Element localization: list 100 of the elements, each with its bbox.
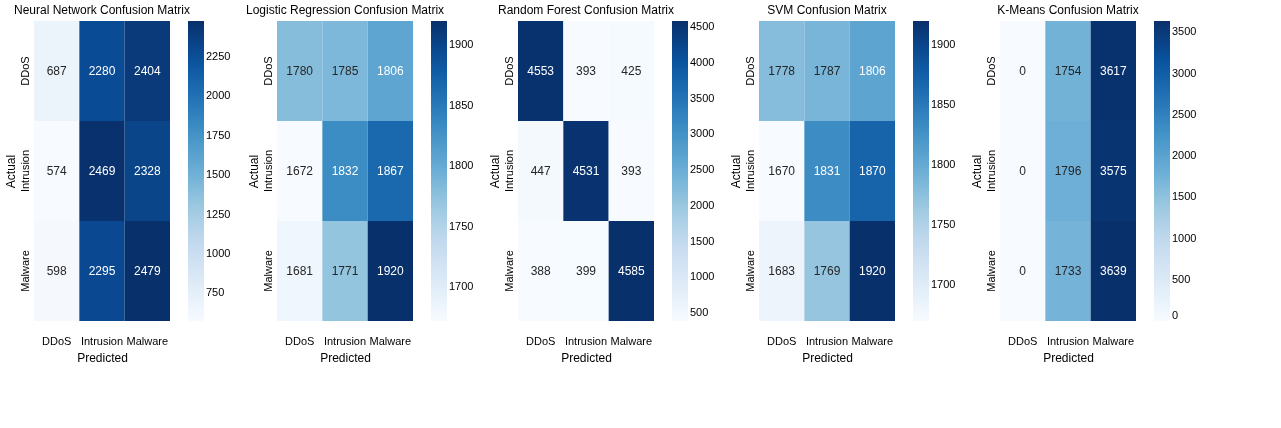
- x-tick-label: DDoS: [284, 334, 315, 347]
- color-bar-label: 1850: [449, 98, 474, 111]
- color-bar-label: 1700: [449, 280, 474, 293]
- chart-title: Random Forest Confusion Matrix: [497, 3, 675, 17]
- color-bar-label: 1900: [449, 38, 474, 51]
- data-label: 425: [621, 64, 642, 78]
- data-label: 2469: [88, 164, 116, 178]
- color-bar-label: 1500: [206, 168, 231, 181]
- y-tick-label: Intrusion: [743, 149, 756, 193]
- color-bar-label: 4500: [690, 20, 715, 33]
- color-bar-label: 1900: [931, 38, 956, 50]
- data-label: 1683: [768, 264, 796, 278]
- color-bar-label: 3500: [1172, 25, 1197, 38]
- data-label: 1831: [813, 164, 841, 178]
- data-label: 1796: [1054, 164, 1082, 178]
- x-axis-title: Predicted: [1043, 350, 1094, 365]
- color-bar-label: 1000: [1172, 231, 1197, 244]
- data-label: 1806: [376, 64, 404, 78]
- data-label: 4553: [527, 64, 555, 78]
- data-label: 0: [1019, 264, 1027, 278]
- chart-title: Neural Network Confusion Matrix: [13, 3, 191, 17]
- y-tick-label: DDoS: [743, 56, 756, 86]
- data-label: 1867: [376, 164, 404, 178]
- x-tick-label: DDoS: [1007, 334, 1038, 347]
- x-tick-label: Malware: [610, 334, 653, 347]
- color-bar-label: 1750: [931, 218, 956, 230]
- data-label: 388: [530, 264, 551, 278]
- data-label: 0: [1019, 64, 1027, 78]
- data-label: 447: [530, 164, 551, 178]
- chart-title: K-Means Confusion Matrix: [997, 3, 1139, 17]
- color-bar-label: 1500: [690, 234, 715, 247]
- color-bar-label: 3000: [690, 127, 715, 140]
- color-bar-label: 1800: [931, 158, 956, 170]
- color-bar-label: 0: [1172, 309, 1179, 321]
- data-label: 1670: [768, 164, 796, 178]
- y-tick-label: DDoS: [984, 56, 997, 86]
- y-axis-title: Actual: [246, 154, 261, 189]
- y-tick-label: Malware: [502, 250, 515, 292]
- data-label: 393: [621, 164, 642, 178]
- y-tick-label: Malware: [261, 250, 274, 292]
- x-tick-label: Intrusion: [805, 334, 849, 347]
- data-label: 1787: [813, 64, 841, 78]
- y-axis-title: Actual: [728, 154, 743, 189]
- x-tick-label: Malware: [1092, 334, 1135, 347]
- y-tick-label: DDoS: [261, 56, 274, 86]
- y-tick-label: Intrusion: [18, 149, 31, 193]
- data-label: 1778: [768, 64, 796, 78]
- data-label: 1771: [331, 264, 359, 278]
- data-label: 393: [575, 64, 597, 78]
- y-tick-label: DDoS: [18, 56, 31, 86]
- y-axis-title: Actual: [487, 154, 502, 189]
- data-label: 1754: [1054, 64, 1082, 78]
- y-axis-title: Actual: [3, 154, 18, 189]
- y-tick-label: Intrusion: [984, 149, 997, 193]
- y-tick-label: DDoS: [502, 56, 515, 86]
- color-bar-label: 1700: [931, 278, 956, 290]
- data-label: 2295: [88, 264, 116, 278]
- data-label: 1806: [858, 64, 886, 78]
- data-label: 2328: [133, 164, 161, 178]
- color-bar-label: 1000: [206, 246, 231, 259]
- chart-title: SVM Confusion Matrix: [767, 3, 887, 17]
- data-label: 3617: [1099, 64, 1127, 78]
- color-bar-label: 4000: [690, 55, 715, 68]
- data-label: 598: [46, 264, 67, 278]
- data-label: 1832: [331, 164, 359, 178]
- data-label: 1920: [376, 264, 404, 278]
- x-axis-title: Predicted: [320, 350, 371, 365]
- color-bar-label: 1750: [449, 219, 474, 232]
- color-bar-label: 500: [1172, 272, 1191, 285]
- x-tick-label: Intrusion: [1046, 334, 1090, 347]
- data-label: 1920: [858, 264, 886, 278]
- x-tick-label: DDoS: [766, 334, 797, 347]
- data-label: 1769: [813, 264, 841, 278]
- color-bar-label: 2500: [1172, 107, 1197, 120]
- y-axis-title: Actual: [969, 154, 984, 189]
- x-axis-title: Predicted: [77, 350, 128, 365]
- color-bar-label: 1000: [690, 270, 715, 283]
- color-bar-label: 1500: [1172, 190, 1197, 203]
- x-tick-label: Intrusion: [323, 334, 367, 347]
- data-label: 1870: [858, 164, 886, 178]
- data-label: 1785: [331, 64, 359, 78]
- x-axis-title: Predicted: [802, 350, 853, 365]
- data-label: 399: [575, 264, 597, 278]
- x-tick-label: DDoS: [525, 334, 556, 347]
- color-bar-label: 2000: [1172, 149, 1197, 162]
- data-label: 4531: [572, 164, 600, 178]
- data-label: 4585: [617, 264, 645, 278]
- y-tick-label: Malware: [743, 250, 756, 292]
- x-tick-label: Malware: [126, 334, 169, 347]
- x-axis-title: Predicted: [561, 350, 612, 365]
- color-bar-label: 500: [690, 305, 709, 318]
- x-tick-label: Intrusion: [564, 334, 608, 347]
- color-bar-label: 2500: [690, 163, 715, 176]
- data-label: 2404: [133, 64, 161, 78]
- x-tick-label: Malware: [369, 334, 412, 347]
- data-label: 574: [46, 164, 67, 178]
- data-label: 1681: [286, 264, 314, 278]
- y-tick-label: Intrusion: [502, 149, 515, 193]
- data-label: 1672: [286, 164, 314, 178]
- color-bar-label: 750: [206, 286, 225, 299]
